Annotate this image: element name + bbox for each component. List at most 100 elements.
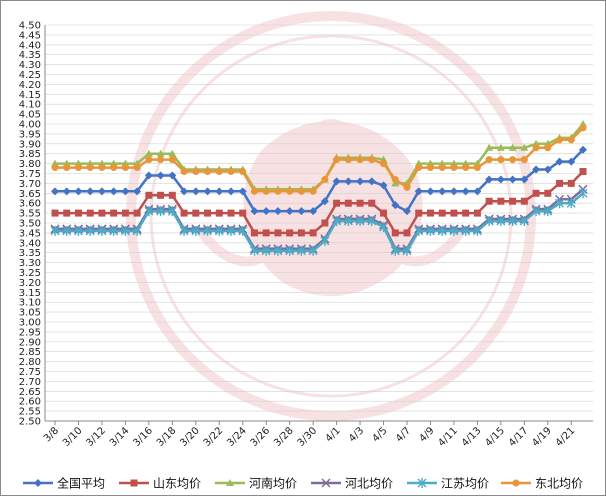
data-point-square <box>509 197 517 205</box>
data-point-star <box>417 478 427 488</box>
data-point-circle <box>497 156 505 164</box>
data-point-square <box>356 199 364 207</box>
x-tick-label: 3/8 <box>42 425 61 444</box>
y-tick-label: 2.55 <box>19 407 41 418</box>
data-point-diamond <box>496 175 505 184</box>
data-point-triangle <box>520 143 529 151</box>
data-point-circle <box>309 187 317 195</box>
data-point-circle <box>192 168 200 176</box>
data-point-square <box>333 199 341 207</box>
data-point-circle <box>215 168 223 176</box>
data-point-square <box>344 199 352 207</box>
data-point-square <box>215 209 223 217</box>
data-point-diamond <box>86 187 95 196</box>
x-tick-label: 3/12 <box>84 425 108 449</box>
data-point-star <box>144 206 154 217</box>
data-point-star <box>566 198 576 209</box>
x-tick-label: 3/20 <box>178 425 202 449</box>
data-point-square <box>532 189 540 197</box>
data-point-square <box>192 209 200 217</box>
y-tick-label: 2.70 <box>19 377 41 388</box>
data-point-diamond <box>273 207 282 216</box>
data-point-square <box>544 189 552 197</box>
y-tick-label: 3.95 <box>19 129 41 140</box>
data-point-diamond <box>543 165 552 174</box>
data-point-star <box>85 225 95 236</box>
data-point-circle <box>86 164 94 172</box>
data-point-square <box>438 209 446 217</box>
y-tick-label: 2.60 <box>19 397 41 408</box>
x-tick-label: 3/26 <box>249 425 273 449</box>
x-tick-label: 4/7 <box>394 425 413 444</box>
y-tick-label: 2.85 <box>19 347 41 358</box>
data-point-diamond <box>109 187 118 196</box>
y-tick-label: 2.50 <box>19 417 41 428</box>
data-point-square <box>204 209 212 217</box>
data-point-diamond <box>238 187 247 196</box>
data-point-square <box>157 191 165 199</box>
y-tick-label: 4.05 <box>19 110 41 121</box>
data-point-circle <box>556 136 564 144</box>
y-tick-label: 2.75 <box>19 367 41 378</box>
data-point-square <box>321 219 329 227</box>
data-point-square <box>426 209 434 217</box>
series-江苏均价 <box>50 188 588 256</box>
data-point-star <box>332 216 342 227</box>
data-point-square <box>274 229 282 237</box>
data-point-circle <box>180 168 188 176</box>
legend-label: 东北均价 <box>535 477 583 491</box>
data-point-star <box>578 188 588 199</box>
data-point-diamond <box>62 187 71 196</box>
data-point-triangle <box>508 143 517 151</box>
data-point-circle <box>368 156 376 164</box>
data-point-diamond <box>438 187 447 196</box>
data-point-square <box>239 209 247 217</box>
x-tick-label: 4/21 <box>554 425 578 449</box>
data-point-diamond <box>227 187 235 196</box>
x-tick-label: 3/30 <box>296 425 320 449</box>
legend-item: 全国平均 <box>23 476 105 491</box>
data-point-diamond <box>379 181 388 190</box>
data-point-star <box>343 216 353 227</box>
data-point-star <box>449 225 459 236</box>
x-axis: 3/8 3/10 3/12 3/14 3/16 3/18 3/20 3/22 3/24 3/26 3… <box>42 420 593 449</box>
data-point-star <box>496 216 506 227</box>
data-point-star <box>296 245 306 256</box>
series-山东均价 <box>51 168 587 237</box>
data-point-diamond <box>180 187 189 196</box>
y-tick-label: 4.40 <box>19 40 41 51</box>
y-tick-label: 3.45 <box>19 228 41 239</box>
data-point-star <box>285 245 295 256</box>
data-point-circle <box>98 164 106 172</box>
data-point-circle <box>262 187 270 195</box>
y-tick-label: 3.25 <box>19 268 41 279</box>
x-tick-label: 4/13 <box>460 425 484 449</box>
data-point-x <box>321 478 331 488</box>
data-point-circle <box>110 164 118 172</box>
data-point-square <box>556 179 564 187</box>
y-axis: 2.502.552.602.652.702.752.802.852.902.95… <box>19 21 46 428</box>
data-point-triangle <box>496 143 505 151</box>
data-point-star <box>414 225 424 236</box>
data-point-star <box>203 225 213 236</box>
data-point-diamond <box>156 171 165 180</box>
data-point-star <box>519 216 529 227</box>
data-point-circle <box>426 164 434 172</box>
data-point-square <box>86 209 94 217</box>
data-point-circle <box>157 156 165 164</box>
data-point-circle <box>532 144 540 152</box>
data-point-diamond <box>579 145 587 154</box>
data-point-circle <box>391 175 399 183</box>
data-point-diamond <box>555 157 564 166</box>
data-point-square <box>462 209 470 217</box>
data-point-diamond <box>191 187 200 196</box>
data-point-diamond <box>250 207 259 216</box>
data-point-star <box>156 206 166 217</box>
y-tick-label: 3.55 <box>19 209 41 220</box>
y-tick-label: 3.35 <box>19 248 41 259</box>
data-point-diamond <box>51 187 59 196</box>
y-tick-label: 2.65 <box>19 387 41 398</box>
x-tick-label: 3/18 <box>155 425 179 449</box>
data-point-diamond <box>520 175 529 184</box>
